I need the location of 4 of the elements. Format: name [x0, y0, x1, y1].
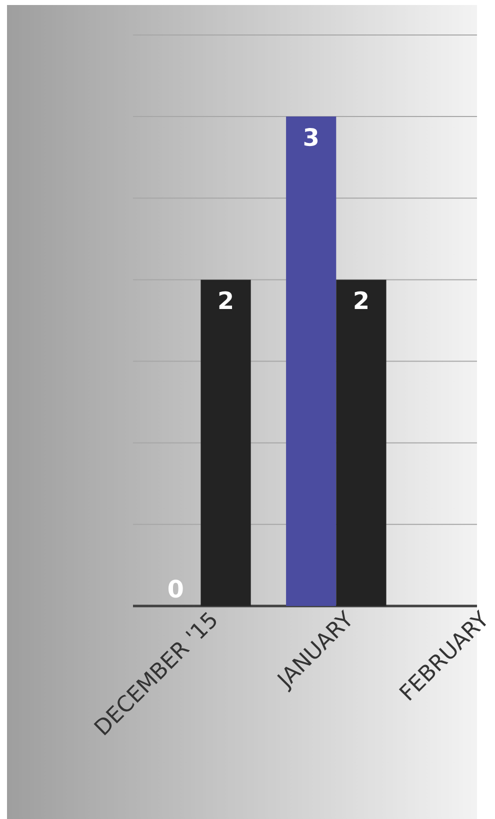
data-label: 2: [219, 291, 232, 309]
data-label: 0: [168, 580, 183, 598]
data-label: 2: [354, 291, 368, 309]
data-label: 3: [304, 128, 318, 146]
